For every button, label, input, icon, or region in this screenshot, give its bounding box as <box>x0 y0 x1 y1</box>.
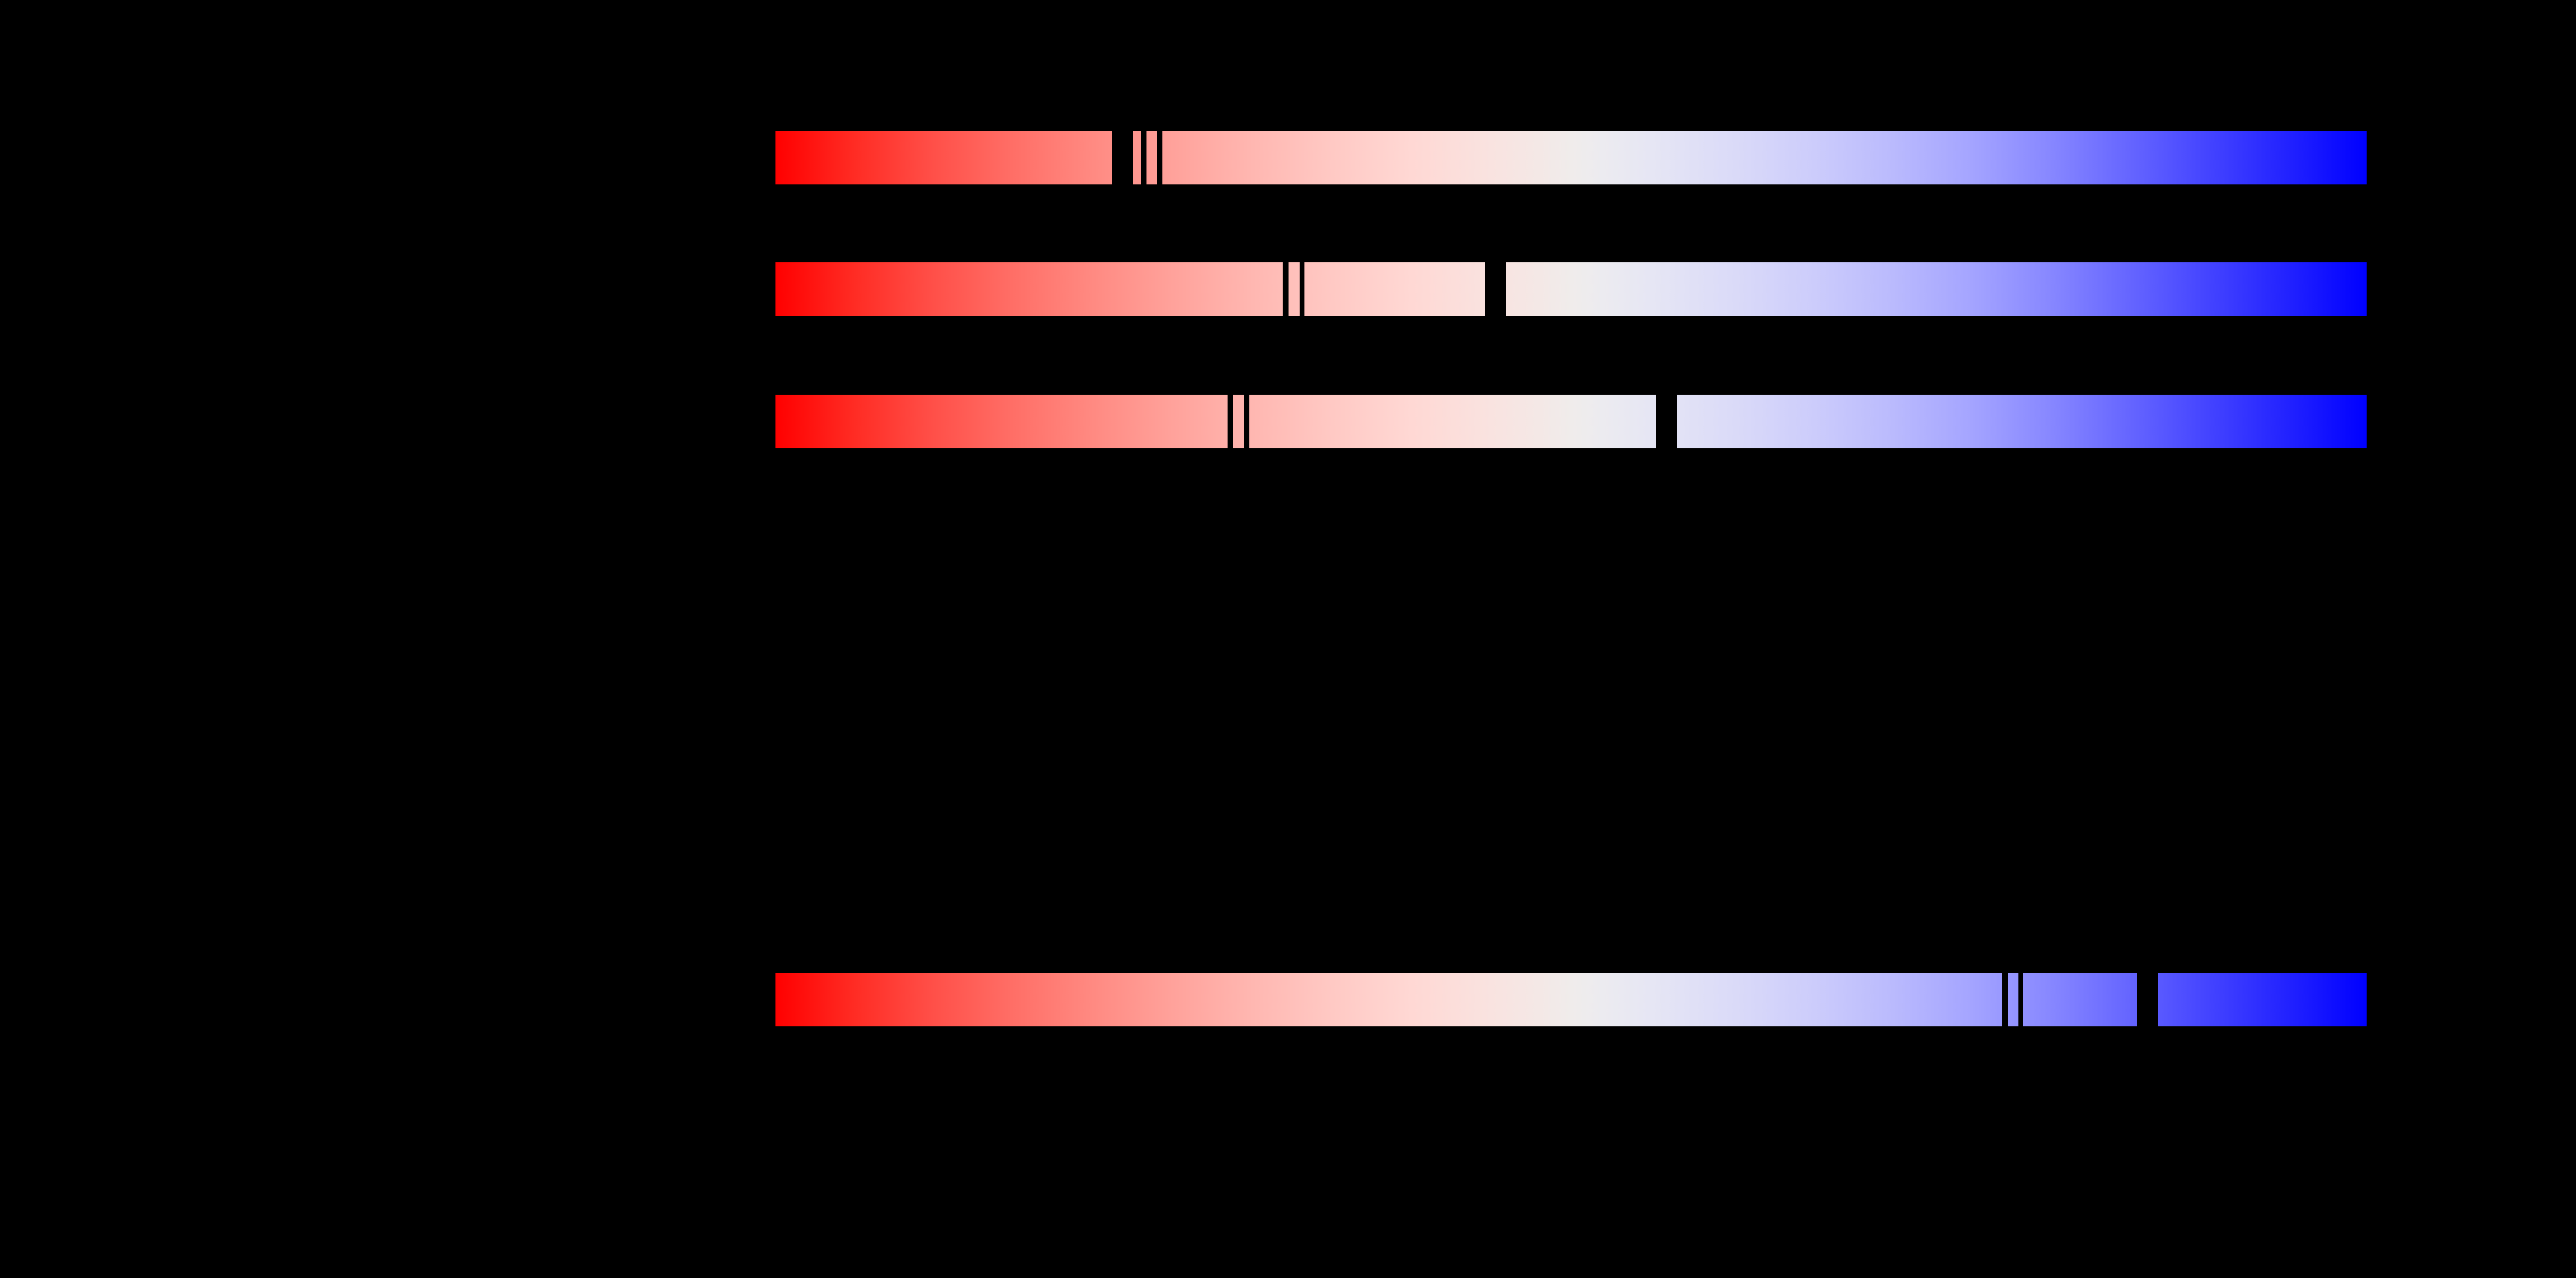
tick-marker-thick <box>2137 973 2158 1026</box>
gradient-strip-4 <box>775 973 2367 1026</box>
tick-marker-thin <box>1300 262 1305 316</box>
tick-marker-thin <box>2001 973 2008 1026</box>
gradient-strip-1 <box>775 131 2367 184</box>
tick-marker-thick <box>1111 131 1133 184</box>
tick-marker-thick <box>1485 262 1506 316</box>
tick-marker-thin <box>1283 262 1289 316</box>
gradient-strip-3 <box>775 395 2367 448</box>
gradient-strip-2 <box>775 262 2367 316</box>
tick-marker-thin <box>2018 973 2024 1026</box>
tick-marker-thin <box>1141 131 1146 184</box>
tick-marker-thin <box>1157 131 1162 184</box>
tick-marker-thick <box>1656 395 1677 448</box>
tick-marker-thin <box>1243 395 1249 448</box>
tick-marker-thin <box>1227 395 1233 448</box>
